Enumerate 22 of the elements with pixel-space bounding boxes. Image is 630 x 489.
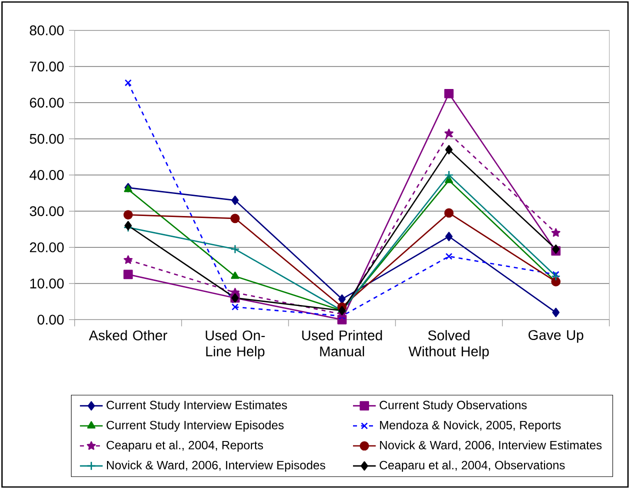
legend-label: Mendoza & Novick, 2005, Reports (380, 420, 561, 432)
x-tick-label: Gave Up (528, 330, 584, 343)
y-tick-label: 70.00 (30, 62, 64, 72)
y-tick-label: 60.00 (30, 98, 64, 108)
legend-label: Novick & Ward, 2006, Interview Estimates (380, 440, 602, 451)
legend-label: Ceaparu et al., 2004, Observations (380, 460, 565, 472)
y-tick-label: 80.00 (30, 25, 64, 36)
x-tick-label: Used On-Line Help (206, 330, 265, 360)
y-tick-label: 10.00 (30, 278, 64, 288)
y-tick-label: 40.00 (30, 170, 64, 180)
legend-label: Current Study Observations (380, 400, 527, 412)
legend-label: Current Study Interview Estimates (106, 400, 287, 412)
legend-label: Novick & Ward, 2006, Interview Episodes (107, 460, 326, 472)
y-tick-label: 20.00 (30, 242, 64, 252)
legend-label: Ceaparu et al., 2004, Reports (106, 440, 263, 452)
x-tick-label: Asked Other (88, 330, 168, 340)
y-tick-label: 30.00 (30, 206, 64, 216)
legend-label: Current Study Interview Episodes (106, 420, 284, 432)
x-tick-label: Used Printed Manual (302, 330, 382, 356)
y-tick-label: 0.00 (38, 314, 64, 325)
y-tick-label: 50.00 (30, 134, 64, 144)
x-tick-label: Solved Without Help (408, 330, 489, 360)
